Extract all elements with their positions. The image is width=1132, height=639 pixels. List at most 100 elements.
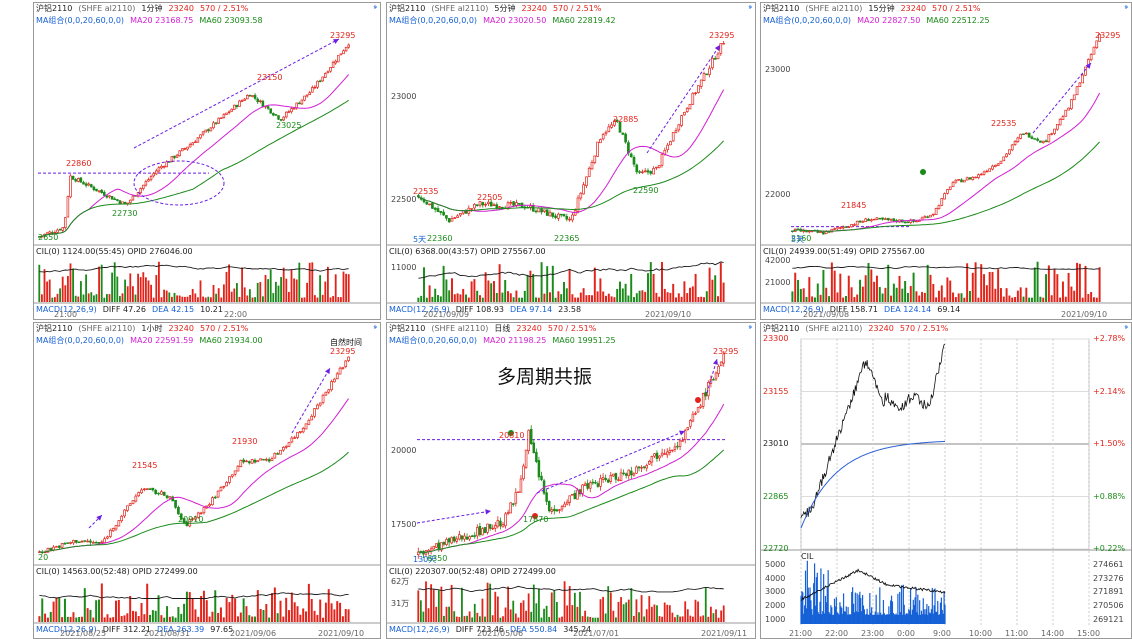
volume-bar xyxy=(484,272,487,302)
volume-bar xyxy=(330,603,333,622)
volume-bar xyxy=(166,606,169,622)
volume-bar xyxy=(248,289,251,302)
time-label: 22:00 xyxy=(825,629,849,638)
candle-body xyxy=(53,231,57,234)
volume-bar xyxy=(332,296,335,302)
candle-body xyxy=(514,492,518,504)
candle-body xyxy=(285,111,288,118)
candle-body xyxy=(160,491,163,495)
period-selector[interactable]: 1分钟 xyxy=(141,4,163,13)
volume-bar xyxy=(847,275,850,302)
ma20-value: MA20 22827.50 xyxy=(857,16,921,25)
candle-body xyxy=(213,496,217,499)
chart-panel-5min[interactable]: 沪铝2110 (SHFE al2110) 5分钟 23240 570 / 2.51% ⁹ M… xyxy=(386,2,756,320)
candle-body xyxy=(1047,134,1051,143)
volume-bar xyxy=(476,612,479,622)
candle-body xyxy=(335,373,339,380)
candle-body xyxy=(235,104,239,107)
candle-body xyxy=(635,164,639,173)
volume-bar xyxy=(515,290,518,302)
price-annotation: 5天 xyxy=(413,235,427,244)
volume-bar xyxy=(554,297,557,302)
chart-panel-daily[interactable]: 沪铝2110 (SHFE al2110) 日线 23240 570 / 2.51% ⁹ MA… xyxy=(386,322,756,639)
volume-bar xyxy=(341,616,344,622)
candle-body xyxy=(660,452,664,456)
volume-bar xyxy=(105,294,108,302)
chart-panel-15min[interactable]: 沪铝2110 (SHFE al2110) 15分钟 23240 570 / 2.51% ⁹… xyxy=(760,2,1132,320)
ma60-line xyxy=(792,141,1100,232)
volume-bar xyxy=(58,597,61,622)
period-selector[interactable]: 15分钟 xyxy=(868,4,895,13)
volume-bar xyxy=(120,616,123,622)
volume-bar xyxy=(711,279,714,302)
volume-bar xyxy=(839,273,842,302)
volume-bar xyxy=(319,275,322,302)
candle-body xyxy=(157,492,160,495)
y-axis-label-left: 23300 xyxy=(763,334,789,343)
candle-body xyxy=(337,55,340,63)
volume-bar xyxy=(891,601,894,624)
candle-body xyxy=(318,80,322,83)
candle-body xyxy=(612,473,615,477)
ma20-line xyxy=(792,92,1101,232)
volume-bar xyxy=(812,614,814,624)
candle-body xyxy=(478,201,482,206)
volume-bar xyxy=(895,287,898,302)
candle-body xyxy=(562,213,566,217)
last-price: 23240 xyxy=(168,4,194,13)
chart-panel-1hour[interactable]: 沪铝2110 (SHFE al2110) 1小时 23240 570 / 2.51% ⁹ M… xyxy=(33,322,381,639)
panel-header: 沪铝2110 (SHFE al2110) 15分钟 23240 570 / 2.51% xyxy=(761,3,1131,15)
candle-body xyxy=(217,117,220,124)
volume-bar xyxy=(1045,274,1048,302)
volume-bar xyxy=(1033,267,1036,302)
volume-bar xyxy=(833,614,835,624)
candle-body xyxy=(313,408,316,417)
signal-dot xyxy=(532,513,538,519)
price-annotation: 22535 xyxy=(413,187,439,196)
volume-bar xyxy=(803,613,805,624)
volume-bar xyxy=(855,611,857,624)
candle-body xyxy=(632,156,636,165)
volume-bar xyxy=(437,590,440,622)
candle-body xyxy=(1053,128,1056,134)
volume-bar xyxy=(883,613,885,624)
candle-body xyxy=(619,472,623,482)
price-annotation: 20910 xyxy=(178,515,204,524)
candle-body xyxy=(304,423,308,430)
candle-body xyxy=(242,459,245,463)
volume-bar xyxy=(74,295,77,302)
candle-body xyxy=(841,226,845,229)
candle-body xyxy=(196,137,200,143)
volume-bar xyxy=(809,587,811,624)
chart-panel-1min[interactable]: 沪铝2110 (SHFE al2110) 1分钟 23240 570 / 2.51% ⁹ M… xyxy=(33,2,381,320)
volume-bar xyxy=(450,584,453,622)
volume-bar xyxy=(872,614,875,624)
volume-bar xyxy=(502,616,504,622)
volume-bar xyxy=(819,601,821,624)
period-selector[interactable]: 1小时 xyxy=(141,324,163,333)
candle-body xyxy=(450,536,453,544)
volume-bar xyxy=(306,282,309,302)
candle-body xyxy=(267,459,271,462)
period-selector[interactable]: 日线 xyxy=(494,324,511,333)
chart-panel-timeshare[interactable]: 沪铝2110 (SHFE al2110) 23240 570 / 2.51% ⁹ 2330… xyxy=(760,322,1132,639)
candle-body xyxy=(178,150,181,157)
price-annotation: 23025 xyxy=(276,121,302,130)
volume-bar xyxy=(41,598,44,622)
panel-header: 沪铝2110 (SHFE al2110) 23240 570 / 2.51% xyxy=(761,323,1131,335)
volume-bar xyxy=(828,296,831,302)
volume-bar xyxy=(463,616,466,622)
volume-bar xyxy=(794,272,797,302)
volume-bar xyxy=(55,597,58,622)
volume-bar xyxy=(624,283,627,302)
candle-body xyxy=(554,215,557,218)
volume-bar xyxy=(926,264,929,302)
candle-body xyxy=(307,420,311,425)
volume-bar xyxy=(274,281,277,302)
period-selector[interactable]: 5分钟 xyxy=(494,4,516,13)
volume-bar xyxy=(568,269,571,302)
volume-bar xyxy=(222,284,225,302)
ma20-line xyxy=(39,398,350,553)
price-change: 570 / 2.51% xyxy=(552,4,602,13)
date-label: 2021/09/10 xyxy=(318,629,365,638)
